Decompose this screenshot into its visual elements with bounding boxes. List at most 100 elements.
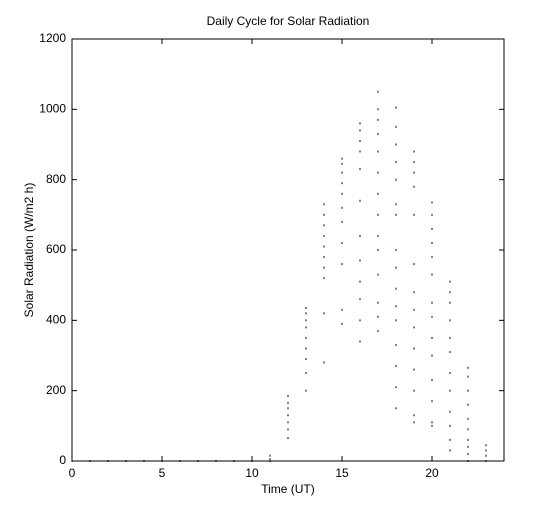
point: [323, 277, 325, 280]
point: [359, 340, 361, 343]
point: [359, 199, 361, 202]
point: [413, 150, 415, 153]
y-tick-label: 200: [46, 383, 66, 397]
point: [377, 108, 379, 111]
point: [377, 118, 379, 121]
point: [323, 361, 325, 364]
point: [413, 308, 415, 311]
point: [395, 266, 397, 269]
point: [413, 171, 415, 174]
point: [467, 428, 469, 431]
y-tick-label: 1200: [39, 31, 66, 45]
point: [431, 241, 433, 244]
point: [323, 256, 325, 259]
point: [323, 224, 325, 227]
x-tick-label: 10: [245, 466, 259, 480]
point: [467, 417, 469, 420]
point: [431, 354, 433, 357]
point: [467, 375, 469, 378]
x-tick-label: 5: [159, 466, 166, 480]
point: [413, 213, 415, 216]
point: [431, 315, 433, 318]
point: [323, 203, 325, 206]
point: [395, 161, 397, 164]
point: [467, 460, 469, 462]
point: [251, 460, 253, 462]
point: [377, 301, 379, 304]
point: [269, 460, 271, 462]
x-tick-label: 15: [335, 466, 349, 480]
point: [377, 132, 379, 135]
point: [377, 234, 379, 237]
point: [269, 458, 271, 461]
point: [395, 407, 397, 410]
point: [431, 421, 433, 424]
point: [449, 438, 451, 441]
point: [341, 263, 343, 266]
point: [431, 379, 433, 382]
point: [233, 460, 235, 462]
point: [71, 460, 73, 462]
point: [449, 449, 451, 452]
y-tick-label: 0: [59, 453, 66, 467]
point: [413, 421, 415, 424]
point: [305, 319, 307, 322]
point: [413, 291, 415, 294]
point: [467, 403, 469, 406]
point: [377, 213, 379, 216]
point: [449, 280, 451, 283]
point: [377, 150, 379, 153]
point: [359, 280, 361, 283]
point: [323, 245, 325, 248]
point: [215, 460, 217, 462]
point: [431, 336, 433, 339]
point: [449, 336, 451, 339]
point: [395, 319, 397, 322]
point: [413, 347, 415, 350]
point: [323, 266, 325, 269]
point: [377, 273, 379, 276]
x-tick-label: 0: [69, 466, 76, 480]
point: [395, 386, 397, 389]
point: [395, 178, 397, 181]
point: [341, 322, 343, 325]
point: [305, 389, 307, 392]
point: [359, 139, 361, 142]
point: [179, 460, 181, 462]
point: [107, 460, 109, 462]
point: [359, 298, 361, 301]
chart-title: Daily Cycle for Solar Radiation: [207, 14, 370, 28]
point: [449, 410, 451, 413]
point: [413, 326, 415, 329]
plot-frame: [71, 38, 505, 462]
point: [467, 438, 469, 441]
point: [359, 150, 361, 153]
point: [431, 301, 433, 304]
point: [395, 365, 397, 368]
point: [341, 220, 343, 223]
x-axis-label: Time (UT): [261, 482, 315, 496]
point: [197, 460, 199, 462]
point: [161, 460, 163, 462]
point: [287, 421, 289, 424]
point: [89, 460, 91, 462]
point: [305, 347, 307, 350]
point: [323, 312, 325, 315]
point: [341, 192, 343, 195]
point: [305, 312, 307, 315]
point: [287, 401, 289, 404]
x-tick-label: 20: [425, 466, 439, 480]
point: [287, 428, 289, 431]
point: [341, 308, 343, 311]
point: [359, 122, 361, 125]
point: [305, 307, 307, 310]
point: [467, 389, 469, 392]
point: [413, 185, 415, 188]
point: [467, 452, 469, 455]
point: [395, 287, 397, 290]
point: [485, 449, 487, 452]
point: [287, 437, 289, 440]
point: [287, 394, 289, 397]
